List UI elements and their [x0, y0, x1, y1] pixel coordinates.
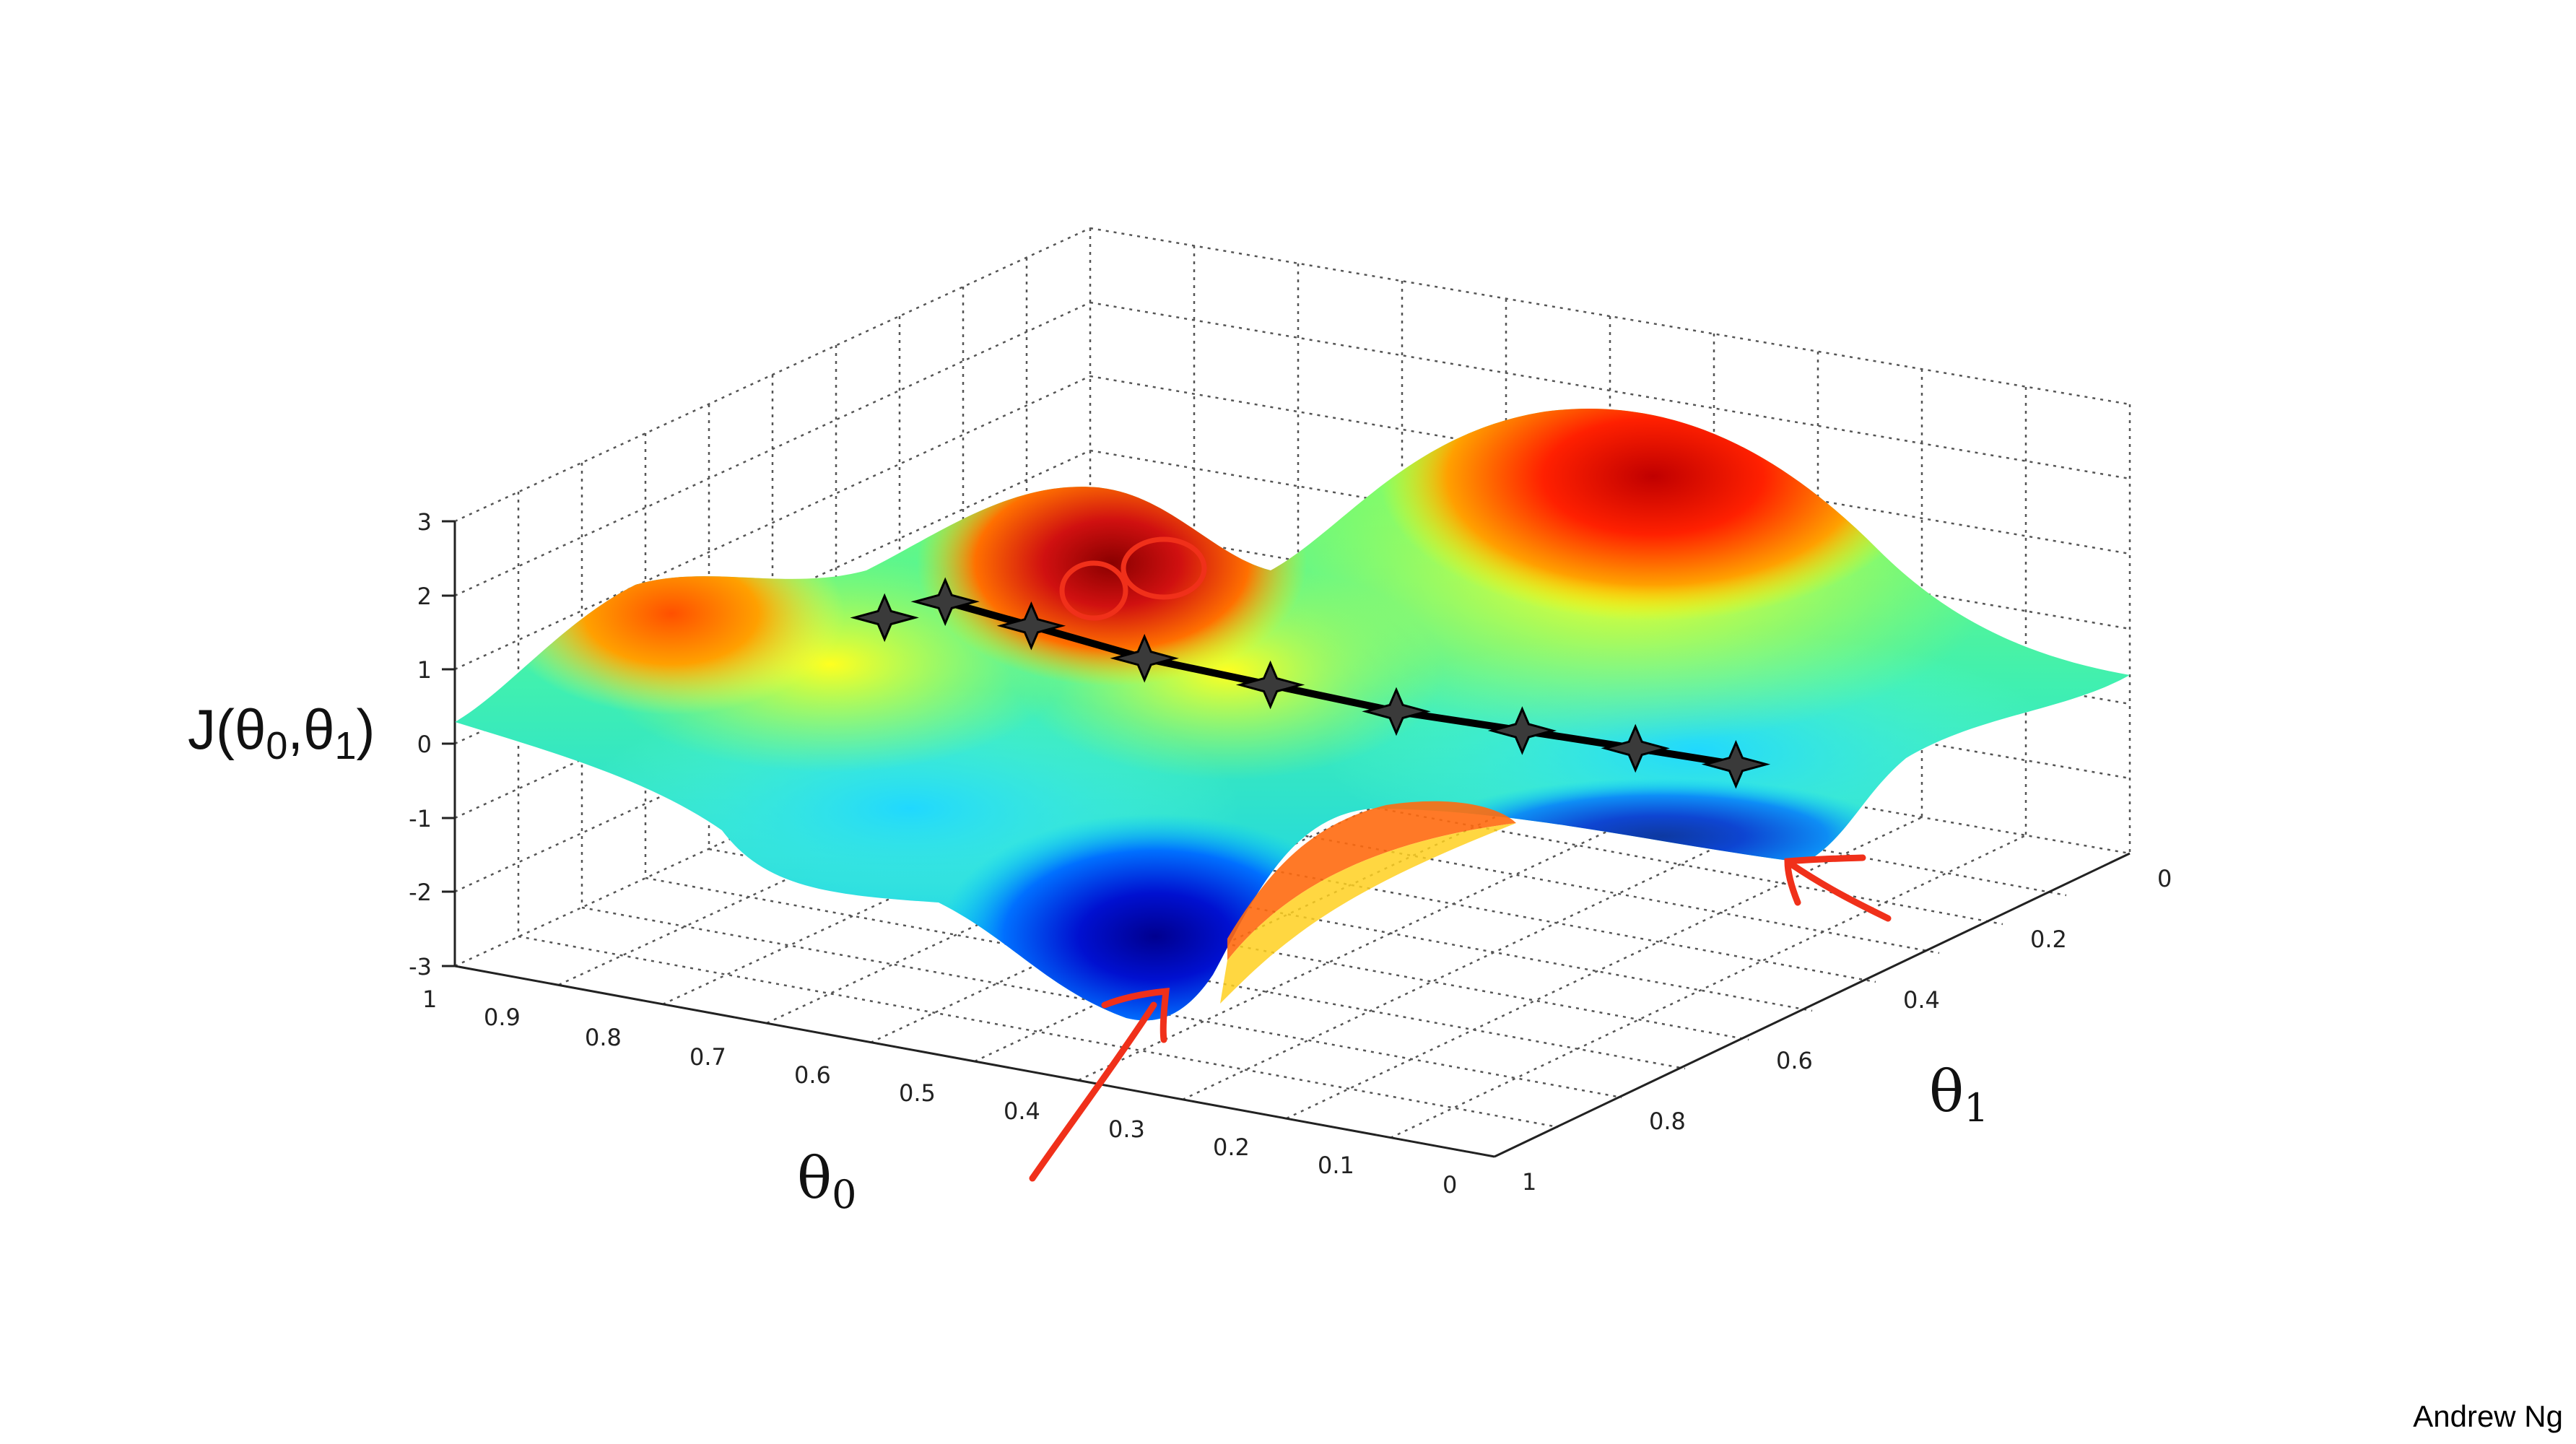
alternate-start-marker	[850, 593, 919, 643]
arrow-to-global-minimum	[1029, 1001, 1157, 1182]
surface-right-peak	[1379, 408, 1928, 635]
arrow-head	[1101, 987, 1170, 1043]
x-tick-labels: 1 0.9 0.8 0.7 0.6 0.5 0.4 0.3 0.2 0.1 0	[422, 986, 1457, 1199]
y-tick-label: 1	[1522, 1168, 1536, 1196]
y-axis-label: θ1	[1929, 1058, 1989, 1131]
y-tick-label: 0.6	[1776, 1047, 1813, 1074]
y-tick-label: 0	[2157, 865, 2172, 892]
x-tick-label: 0.6	[794, 1061, 831, 1089]
descent-step-marker	[910, 577, 980, 627]
descent-step-marker	[1601, 723, 1670, 773]
x-tick-label: 0.3	[1108, 1115, 1145, 1143]
y-tick-label: 0.8	[1649, 1108, 1686, 1135]
z-tick-label: 2	[417, 583, 432, 610]
z-tick-labels: 3 2 1 0 -1 -2 -3	[409, 508, 432, 980]
surface-edge-peak	[498, 513, 845, 715]
z-tick-label: 0	[417, 731, 432, 758]
z-tick-label: -3	[409, 953, 432, 980]
y-tick-label: 0.2	[2030, 926, 2067, 953]
x-tick-label: 0.2	[1213, 1134, 1250, 1161]
descent-step-marker	[1487, 706, 1557, 755]
surface-front-ridge	[1227, 801, 1516, 960]
z-tick-label: -1	[409, 805, 432, 832]
x-tick-label: 1	[422, 986, 437, 1013]
start-circle	[1121, 536, 1207, 600]
descent-step-marker	[1701, 739, 1771, 789]
x-tick-label: 0.9	[484, 1004, 521, 1031]
start-circle	[1059, 560, 1128, 621]
arrow-to-local-minimum	[1785, 859, 1892, 922]
arrow-head	[1784, 854, 1866, 906]
x-tick-label: 0.1	[1318, 1152, 1354, 1179]
x-tick-label: 0.8	[585, 1024, 622, 1051]
surface-front-ridge-side	[1220, 823, 1516, 1004]
z-tick-label: 1	[417, 656, 432, 684]
descent-step-marker	[1110, 633, 1179, 683]
z-tick-label: 3	[417, 508, 432, 536]
z-tick-label: -2	[409, 879, 432, 906]
z-tick-marks	[442, 520, 455, 967]
x-tick-label: 0	[1443, 1171, 1457, 1199]
annotations	[1029, 536, 1892, 1182]
gradient-descent-path	[850, 577, 1771, 789]
y-tick-label: 0.4	[1903, 986, 1940, 1014]
x-tick-label: 0.7	[689, 1043, 726, 1071]
footer-credit: Andrew Ng	[2413, 1399, 2563, 1433]
x-tick-label: 0.4	[1004, 1097, 1040, 1125]
y-tick-labels: 0 0.2 0.4 0.6 0.8 1	[1522, 865, 2172, 1196]
z-axis-label: J(θ0,θ1)	[188, 697, 375, 767]
x-axis-label: θ0	[797, 1144, 857, 1217]
descent-step-marker	[1235, 660, 1305, 710]
descent-step-marker	[1362, 687, 1431, 736]
x-tick-label: 0.5	[899, 1079, 936, 1107]
descent-step-marker	[996, 601, 1066, 651]
